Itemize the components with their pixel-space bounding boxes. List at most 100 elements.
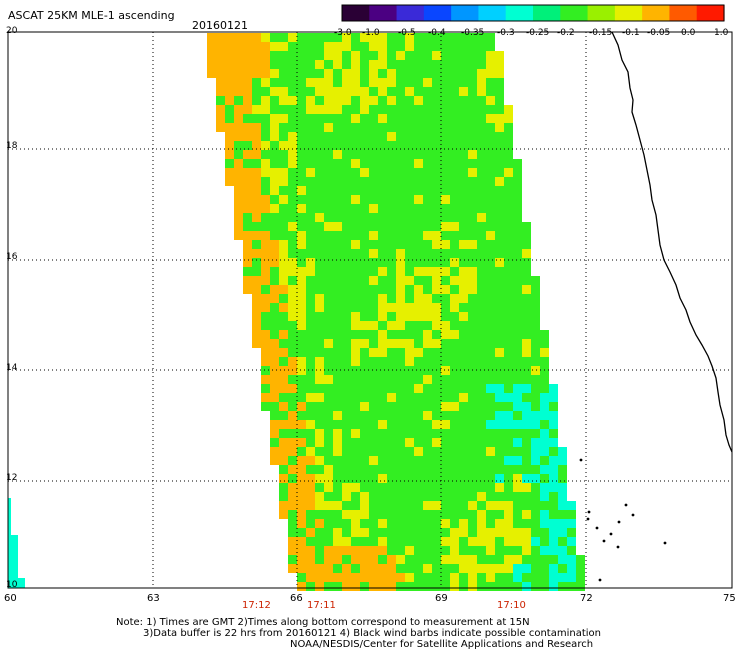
swath-cell — [477, 150, 486, 159]
swath-cell — [495, 573, 504, 582]
swath-cell — [387, 312, 396, 321]
swath-cell — [396, 438, 405, 447]
swath-cell — [324, 294, 333, 303]
swath-cell — [378, 240, 387, 249]
swath-cell — [333, 33, 342, 42]
swath-cell — [504, 132, 513, 141]
swath-cell — [414, 510, 423, 519]
swath-cell — [378, 294, 387, 303]
swath-cell — [387, 276, 396, 285]
swath-cell — [342, 330, 351, 339]
swath-cell — [468, 87, 477, 96]
swath-cell — [351, 555, 360, 564]
swath-cell — [477, 168, 486, 177]
swath-cell — [567, 528, 576, 537]
swath-cell — [369, 339, 378, 348]
swath-cell — [369, 195, 378, 204]
swath-cell — [270, 96, 279, 105]
swath-cell — [414, 114, 423, 123]
swath-cell — [423, 546, 432, 555]
swath-cell — [342, 258, 351, 267]
swath-cell — [378, 555, 387, 564]
swath-cell — [468, 231, 477, 240]
swath-cell — [333, 96, 342, 105]
swath-cell — [405, 330, 414, 339]
swath-cell — [342, 375, 351, 384]
swath-cell — [351, 384, 360, 393]
swath-cell — [315, 249, 324, 258]
swath-cell — [378, 582, 387, 591]
swath-cell — [342, 60, 351, 69]
swath-cell — [342, 276, 351, 285]
swath-cell — [351, 564, 360, 573]
swath-cell — [486, 357, 495, 366]
swath-cell — [441, 447, 450, 456]
swath-cell — [288, 465, 297, 474]
swath-cell — [405, 222, 414, 231]
swath-cell — [252, 168, 261, 177]
swath-cell — [360, 114, 369, 123]
swath-cell — [495, 402, 504, 411]
swath-cell — [288, 537, 297, 546]
swath-cell — [441, 222, 450, 231]
swath-cell — [396, 312, 405, 321]
swath-cell — [477, 267, 486, 276]
swath-cell — [351, 168, 360, 177]
swath-cell — [414, 546, 423, 555]
swath-cell — [450, 132, 459, 141]
swath-cell — [342, 78, 351, 87]
swath-cell — [369, 321, 378, 330]
lat-lon-grid — [8, 32, 732, 588]
swath-cell — [333, 249, 342, 258]
swath-cell — [261, 87, 270, 96]
swath-cell — [486, 60, 495, 69]
swath-cell — [333, 69, 342, 78]
swath-cell — [297, 294, 306, 303]
swath-cell — [468, 411, 477, 420]
swath-cell — [279, 393, 288, 402]
swath-cell — [396, 159, 405, 168]
swath-cell — [423, 348, 432, 357]
swath-cell — [405, 294, 414, 303]
swath-cell — [423, 411, 432, 420]
swath-cell — [459, 510, 468, 519]
swath-cell — [378, 96, 387, 105]
swath-cell — [414, 249, 423, 258]
swath-cell — [306, 357, 315, 366]
swath-cell — [378, 348, 387, 357]
swath-cell — [468, 258, 477, 267]
swath-cell — [279, 447, 288, 456]
swath-cell — [441, 582, 450, 591]
swath-cell — [531, 429, 540, 438]
swath-cell — [441, 510, 450, 519]
swath-cell — [279, 60, 288, 69]
swath-cell — [279, 357, 288, 366]
swath-cell — [432, 582, 441, 591]
swath-cell — [360, 402, 369, 411]
swath-cell — [261, 258, 270, 267]
swath-cell — [432, 402, 441, 411]
swath-cell — [315, 384, 324, 393]
swath-cell — [351, 231, 360, 240]
swath-cell — [405, 465, 414, 474]
swath-cell — [495, 222, 504, 231]
swath-cell — [216, 114, 225, 123]
swath-cell — [504, 294, 513, 303]
note-line-2: 3)Data buffer is 22 hrs from 20160121 4)… — [143, 628, 601, 639]
swath-cell — [369, 312, 378, 321]
swath-cell — [360, 438, 369, 447]
swath-cell — [261, 285, 270, 294]
swath-cell — [513, 501, 522, 510]
swath-cell — [531, 447, 540, 456]
swath-cell — [567, 510, 576, 519]
swath-cell — [378, 258, 387, 267]
swath-cell — [306, 339, 315, 348]
swath-cell — [531, 321, 540, 330]
swath-cell — [306, 96, 315, 105]
swath-cell — [324, 375, 333, 384]
swath-cell — [423, 177, 432, 186]
swath-cell — [531, 564, 540, 573]
swath-cell — [288, 384, 297, 393]
swath-cell — [288, 177, 297, 186]
swath-cell — [387, 465, 396, 474]
